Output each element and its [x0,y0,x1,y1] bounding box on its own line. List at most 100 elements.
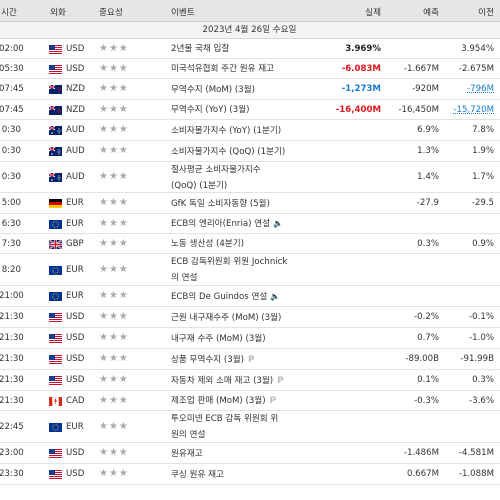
currency-code: USD [66,354,85,364]
event-name-line: 상품 무역수지 (3월) P [171,352,321,368]
event-time: 6:30 [1,218,21,229]
table-row[interactable]: 23:30 USD ★★★ 쿠싱 원유 재고 0.667M -1.088M [0,464,500,485]
previous-value: -29.5 [471,198,494,208]
importance-stars: ★★★ [99,353,129,364]
event-time: 0:30 [1,125,21,135]
table-row[interactable]: 0:30 AUD ★★★ 절사평균 소비자물가지수 (QoQ) (1분기) 1.4% 1.7… [0,162,500,193]
flag-us-icon [49,449,62,458]
event-name-text: 원유재고 [171,448,203,459]
event-time: 7:30 [1,238,21,249]
event-name-line-2: 의 연설 [171,273,198,283]
event-name-line-2: (QoQ) (1분기) [171,180,228,191]
header-time[interactable]: 시간 [1,8,17,18]
table-row[interactable]: 23:00 USD ★★★ 원유재고 -1.486M -4.581M [0,443,500,464]
previous-value: -91.99B [460,354,494,364]
event-name[interactable]: ECB의 엔리아(Enria) 연설 🔈 [171,216,321,232]
table-row[interactable]: 22:45 EUR ★★★ 투오미넨 ECB 감독 위원회 위 원의 연설 [0,411,500,443]
table-row[interactable]: 21:30 USD ★★★ 상품 무역수지 (3월) P -89.00B -91.99B [0,349,500,370]
header-actual[interactable]: 실제 [365,8,381,18]
event-name-line: 원유재고 [171,446,321,462]
event-name-line: 무역수지 (YoY) (3월) [171,102,321,118]
event-name[interactable]: 소비자물가지수 (YoY) (1분기) [171,123,321,139]
event-name[interactable]: 소비자물가지수 (QoQ) (1분기) [171,144,321,160]
event-name-text: ECB의 De Guindos 연설 [171,291,268,302]
event-time: 05:30 [0,63,24,74]
header-importance[interactable]: 중요성 [99,8,123,18]
event-name[interactable]: 노동 생산성 (4분기) [171,236,321,252]
previous-value: -0.1% [469,312,494,322]
event-name[interactable]: 내구재 수주 (MoM) (3월) [171,331,321,347]
importance-stars: ★★★ [99,124,129,135]
table-row[interactable]: 21:30 USD ★★★ 근원 내구재수주 (MoM) (3월) -0.2% -0.1% [0,307,500,328]
event-name-text: 소비자물가지수 (YoY) (1분기) [171,125,282,136]
event-name[interactable]: ECB 감독위원회 위원 Jochnick 의 연설 [171,254,321,286]
preliminary-icon: P [247,354,255,365]
previous-value: -2.675M [458,63,494,74]
event-name-line: 2년물 국채 입찰 [171,41,321,57]
previous-value: -3.6% [469,395,494,406]
event-name[interactable]: 무역수지 (MoM) (3월) [171,82,321,98]
event-time: 21:00 [0,291,24,301]
event-name[interactable]: 2년물 국채 입찰 [171,41,321,57]
table-row[interactable]: 07:45 NZD ★★★ 무역수지 (YoY) (3월) -16,400M -16,45… [0,100,500,120]
flag-au-icon [49,173,62,182]
event-name[interactable]: 원유재고 [171,446,321,462]
importance-stars: ★★★ [99,171,129,182]
table-row[interactable]: 8:20 EUR ★★★ ECB 감독위원회 위원 Jochnick 의 연설 [0,254,500,286]
event-name[interactable]: ECB의 De Guindos 연설 🔈 [171,289,321,305]
table-row[interactable]: 21:30 CAD ★★★ 제조업 판매 (MoM) (3월) P -0.3% -3.6% [0,391,500,411]
header-previous[interactable]: 이전 [478,8,494,18]
event-name[interactable]: 투오미넨 ECB 감독 위원회 위 원의 연설 [171,411,321,443]
table-row[interactable]: 7:30 GBP ★★★ 노동 생산성 (4분기) 0.3% 0.9% [0,234,500,254]
table-row[interactable]: 6:30 EUR ★★★ ECB의 엔리아(Enria) 연설 🔈 [0,214,500,234]
previous-value: -1.0% [469,333,494,343]
event-name-text: 소비자물가지수 (QoQ) (1분기) [171,146,286,157]
previous-value: -15,720M [453,104,494,115]
event-name[interactable]: GfK 독일 소비자동향 (5월) [171,196,321,212]
flag-nz-icon [49,85,62,94]
forecast-value: 0.3% [417,238,439,249]
table-row[interactable]: 21:30 USD ★★★ 자동차 제외 소매 재고 (3월) P 0.1% 0.3% [0,370,500,391]
previous-value: -4.581M [458,448,494,458]
event-name-text: 절사평균 소비자물가지수 [171,164,261,175]
currency-code: USD [66,43,85,54]
table-row[interactable]: 0:30 AUD ★★★ 소비자물가지수 (QoQ) (1분기) 1.3% 1.9% [0,141,500,162]
speaker-icon: 🔈 [270,291,281,301]
importance-stars: ★★★ [99,374,129,385]
currency-code: EUR [66,291,84,301]
event-time: 21:30 [0,354,24,364]
previous-value: 1.7% [472,172,494,182]
event-name-line: ECB의 엔리아(Enria) 연설 🔈 [171,216,321,232]
flag-au-icon [49,147,62,156]
event-name[interactable]: 근원 내구재수주 (MoM) (3월) [171,310,321,326]
header-forecast[interactable]: 예측 [423,8,439,18]
table-row[interactable]: 02:00 USD ★★★ 2년물 국채 입찰 3.969% 3.954% [0,39,500,59]
event-name[interactable]: 무역수지 (YoY) (3월) [171,102,321,118]
event-name[interactable]: 자동차 제외 소매 재고 (3월) P [171,373,321,389]
forecast-value: 6.9% [417,125,439,135]
event-name[interactable]: 상품 무역수지 (3월) P [171,352,321,368]
event-name-line: 쿠싱 원유 재고 [171,467,321,483]
event-name[interactable]: 제조업 판매 (MoM) (3월) P [171,393,321,409]
header-event[interactable]: 이벤트 [171,8,195,18]
event-name[interactable]: 절사평균 소비자물가지수 (QoQ) (1분기) [171,162,321,194]
forecast-value: -1.486M [403,448,439,458]
importance-stars: ★★★ [99,263,129,275]
table-row[interactable]: 07:45 NZD ★★★ 무역수지 (MoM) (3월) -1,273M -920M -7… [0,79,500,100]
event-name[interactable]: 미국석유협회 주간 원유 재고 [171,61,321,77]
table-row[interactable]: 21:30 USD ★★★ 내구재 수주 (MoM) (3월) 0.7% -1.0% [0,328,500,349]
currency-code: EUR [66,264,84,275]
table-row[interactable]: 5:00 EUR ★★★ GfK 독일 소비자동향 (5월) -27.9 -29.5 [0,193,500,214]
table-row[interactable]: 0:30 AUD ★★★ 소비자물가지수 (YoY) (1분기) 6.9% 7.8% [0,120,500,141]
flag-us-icon [49,334,62,343]
currency-code: EUR [66,218,84,229]
event-name[interactable]: 쿠싱 원유 재고 [171,467,321,483]
event-name-text: GfK 독일 소비자동향 (5월) [171,198,270,209]
table-row[interactable]: 21:00 EUR ★★★ ECB의 De Guindos 연설 🔈 [0,286,500,307]
header-currency[interactable]: 외화 [50,8,66,18]
event-name-line: 투오미넨 ECB 감독 위원회 위 [171,411,321,427]
table-header: 시간 외화 중요성 이벤트 실제 예측 이전 [0,0,500,22]
event-name-text: 무역수지 (MoM) (3월) [171,84,255,95]
forecast-value: -89.00B [405,354,439,364]
table-row[interactable]: 05:30 USD ★★★ 미국석유협회 주간 원유 재고 -6.083M -1.667M… [0,59,500,79]
